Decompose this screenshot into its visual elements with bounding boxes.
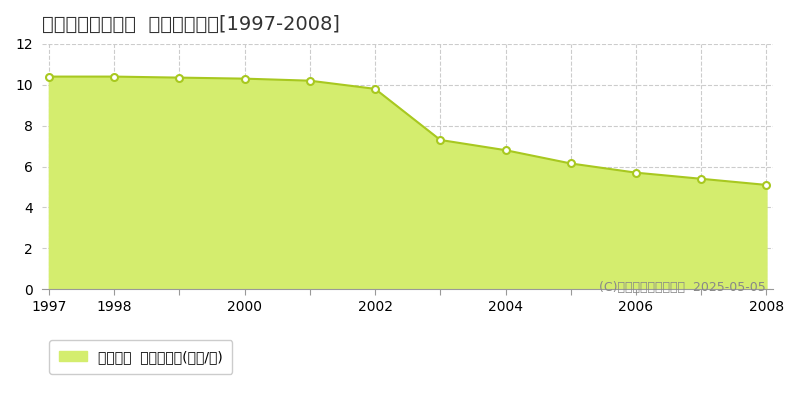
Text: (C)土地価格ドットコム  2025-05-05: (C)土地価格ドットコム 2025-05-05 [599,281,766,294]
Text: 仙台市青葉区郷六  基準地価推移[1997-2008]: 仙台市青葉区郷六 基準地価推移[1997-2008] [42,15,340,34]
Legend: 基準地価  平均坪単価(万円/坪): 基準地価 平均坪単価(万円/坪) [50,340,232,374]
